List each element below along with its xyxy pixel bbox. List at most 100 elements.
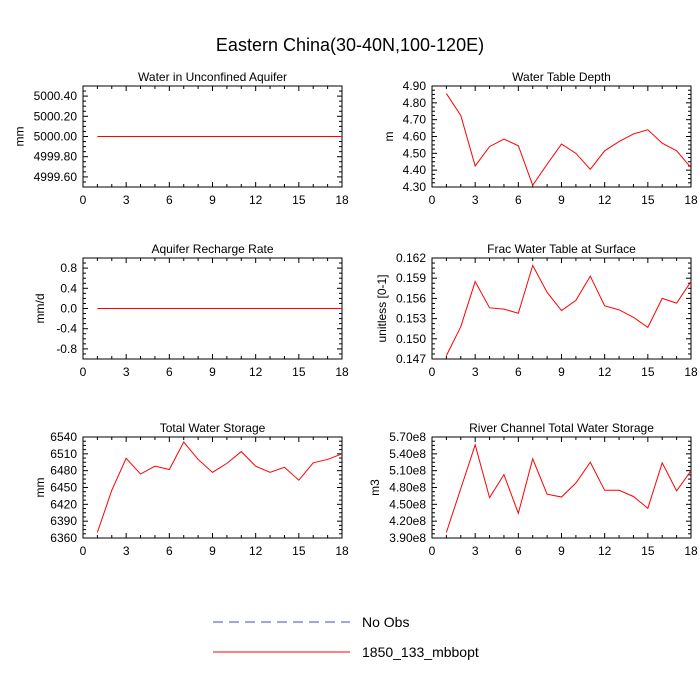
- x-tick-label: 12: [249, 193, 263, 207]
- panel-title: River Channel Total Water Storage: [469, 421, 654, 435]
- plot-frame: [431, 436, 692, 539]
- x-tick-label: 6: [166, 365, 173, 379]
- y-tick-label: 5.40e8: [389, 447, 426, 461]
- plot-frame: [431, 85, 692, 188]
- y-tick-label: 4.80: [403, 96, 427, 110]
- x-tick-label: 6: [166, 193, 173, 207]
- y-tick-label: 6420: [50, 497, 77, 511]
- panel-3: Aquifer Recharge Rate 0 3 6 9 12 15 18 -0.8 -0.4 0…: [33, 242, 349, 379]
- y-tick-label: -0.4: [56, 322, 77, 336]
- panel-2: Water Table Depth 0 3 6 9 12 15 18 4.30 4.40 4.50 4…: [382, 70, 698, 207]
- x-tick-label: 9: [558, 544, 565, 558]
- y-tick-label: 4.60: [403, 130, 427, 144]
- panel-title: Frac Water Table at Surface: [487, 242, 636, 256]
- panel-title: Aquifer Recharge Rate: [151, 242, 273, 256]
- x-tick-label: 3: [472, 365, 479, 379]
- y-tick-label: 4.90: [403, 79, 427, 93]
- panel-title: Total Water Storage: [160, 421, 266, 435]
- x-tick-label: 18: [684, 193, 698, 207]
- x-tick-label: 15: [641, 544, 655, 558]
- y-tick-label: 4.20e8: [389, 514, 426, 528]
- y-tick-label: 4.70: [403, 113, 427, 127]
- x-tick-label: 15: [292, 365, 306, 379]
- plot-frame: [431, 257, 692, 360]
- x-tick-label: 3: [472, 193, 479, 207]
- x-tick-label: 12: [598, 544, 612, 558]
- y-tick-label: 5.70e8: [389, 430, 426, 444]
- panels-group: Water in Unconfined Aquifer 0 3 6 9 12 15 18 499…: [12, 70, 698, 558]
- y-axis-label: mm: [12, 127, 26, 147]
- y-tick-label: 4.80e8: [389, 481, 426, 495]
- y-tick-label: 4999.80: [34, 150, 78, 164]
- x-tick-label: 9: [209, 544, 216, 558]
- x-tick-label: 6: [166, 544, 173, 558]
- y-tick-label: 4.50: [403, 146, 427, 160]
- x-tick-label: 15: [641, 193, 655, 207]
- x-tick-label: 0: [429, 544, 436, 558]
- series-line: [96, 441, 343, 533]
- x-tick-label: 3: [123, 544, 130, 558]
- x-tick-label: 0: [429, 193, 436, 207]
- x-tick-label: 18: [335, 365, 349, 379]
- y-tick-label: 3.90e8: [389, 531, 426, 545]
- y-tick-label: 4.30: [403, 180, 427, 194]
- y-tick-label: 0.8: [60, 261, 77, 275]
- y-tick-label: 6510: [50, 447, 77, 461]
- x-tick-label: 6: [515, 193, 522, 207]
- x-tick-label: 18: [335, 544, 349, 558]
- y-axis-label: m: [382, 132, 396, 142]
- panel-title: Water Table Depth: [512, 70, 611, 84]
- x-tick-label: 0: [429, 365, 436, 379]
- y-tick-label: 6450: [50, 481, 77, 495]
- x-tick-label: 0: [80, 193, 87, 207]
- legend-label-run: 1850_133_mbbopt: [362, 644, 479, 660]
- y-axis-label: mm: [33, 478, 47, 498]
- x-tick-label: 3: [123, 193, 130, 207]
- y-tick-label: 5.10e8: [389, 464, 426, 478]
- plot-frame: [82, 436, 343, 539]
- y-tick-label: 6540: [50, 430, 77, 444]
- y-tick-label: 0.4: [60, 281, 77, 295]
- panel-5: Total Water Storage 0 3 6 9 12 15 18 6360 6390 642…: [33, 421, 349, 558]
- y-axis-label: unitless [0-1]: [375, 274, 389, 342]
- y-tick-label: 0.0: [60, 302, 77, 316]
- y-tick-label: 0.156: [396, 291, 426, 305]
- series-line: [445, 443, 692, 533]
- panel-4: Frac Water Table at Surface 0 3 6 9 12 15 18 0.1…: [375, 242, 698, 379]
- y-tick-label: 5000.40: [34, 89, 78, 103]
- x-tick-label: 18: [684, 544, 698, 558]
- x-tick-label: 6: [515, 365, 522, 379]
- y-tick-label: 6390: [50, 514, 77, 528]
- series-line: [445, 93, 692, 187]
- panel-6: River Channel Total Water Storage 0 3 6 9 12 1…: [368, 421, 698, 558]
- y-tick-label: 0.162: [396, 251, 426, 265]
- y-tick-label: 4999.60: [34, 170, 78, 184]
- x-tick-label: 6: [515, 544, 522, 558]
- x-tick-label: 9: [209, 365, 216, 379]
- y-tick-label: 6480: [50, 464, 77, 478]
- x-tick-label: 3: [123, 365, 130, 379]
- y-tick-label: 4.50e8: [389, 497, 426, 511]
- y-tick-label: 5000.20: [34, 109, 78, 123]
- x-tick-label: 9: [209, 193, 216, 207]
- x-tick-label: 12: [598, 365, 612, 379]
- x-tick-label: 9: [558, 193, 565, 207]
- y-tick-label: 0.159: [396, 271, 426, 285]
- legend-label-no-obs: No Obs: [362, 614, 409, 630]
- x-tick-label: 3: [472, 544, 479, 558]
- x-tick-label: 9: [558, 365, 565, 379]
- y-tick-label: 6360: [50, 531, 77, 545]
- x-tick-label: 15: [292, 544, 306, 558]
- series-line: [445, 264, 692, 356]
- x-tick-label: 18: [335, 193, 349, 207]
- y-tick-label: 0.147: [396, 352, 426, 366]
- y-axis-label: mm/d: [33, 294, 47, 324]
- x-tick-label: 12: [249, 544, 263, 558]
- legend: No Obs 1850_133_mbbopt: [213, 614, 479, 660]
- y-tick-label: 5000.00: [34, 130, 78, 144]
- figure-title: Eastern China(30-40N,100-120E): [216, 35, 484, 55]
- x-tick-label: 15: [292, 193, 306, 207]
- x-tick-label: 15: [641, 365, 655, 379]
- panel-1: Water in Unconfined Aquifer 0 3 6 9 12 15 18 499…: [12, 70, 349, 207]
